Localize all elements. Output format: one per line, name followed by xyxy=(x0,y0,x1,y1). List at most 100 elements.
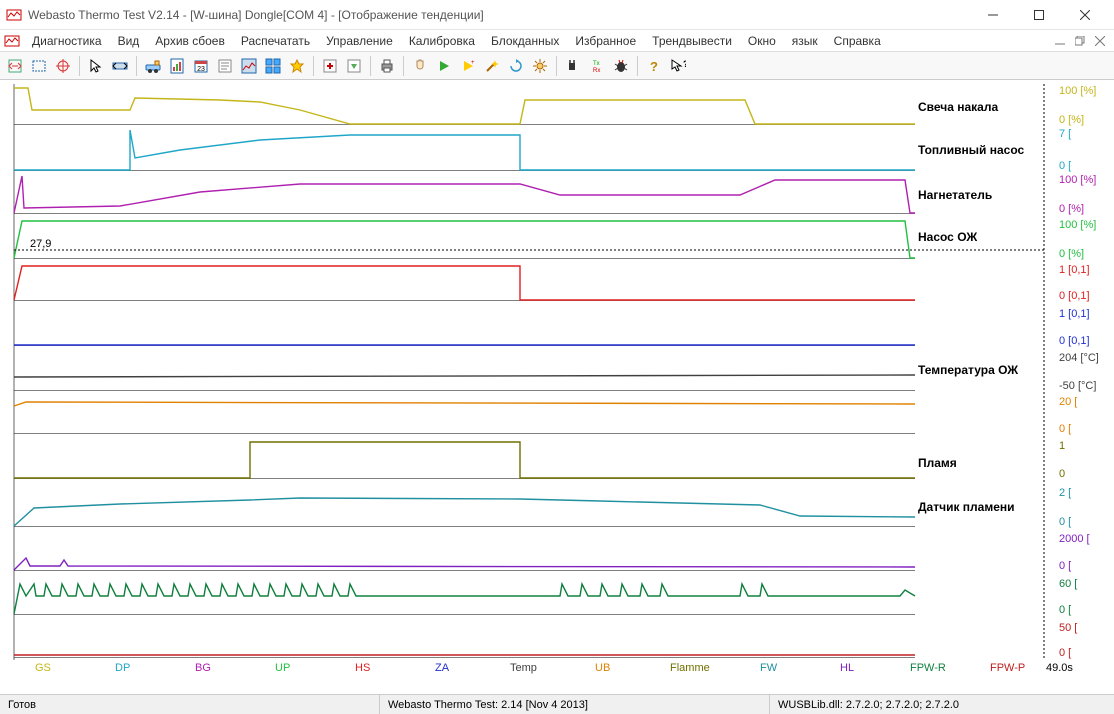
scale-top-dp: 7 [ xyxy=(1059,128,1071,140)
tb-whatsthis-icon[interactable]: ? xyxy=(667,55,689,77)
scale-top-ub: 20 [ xyxy=(1059,396,1077,408)
xlegend-HL: HL xyxy=(840,662,854,674)
status-dll: WUSBLib.dll: 2.7.2.0; 2.7.2.0; 2.7.2.0 xyxy=(770,695,1114,714)
tb-multi-icon[interactable] xyxy=(262,55,284,77)
scale-top-hs: 1 [0,1] xyxy=(1059,264,1090,276)
xlegend-UB: UB xyxy=(595,662,610,674)
menu-окно[interactable]: Окно xyxy=(740,32,784,50)
menu-избранное[interactable]: Избранное xyxy=(567,32,644,50)
tb-report-icon[interactable] xyxy=(166,55,188,77)
tb-auto-icon[interactable]: + xyxy=(457,55,479,77)
title-bar: Webasto Thermo Test V2.14 - [W-шина] Don… xyxy=(0,0,1114,30)
xlegend-FPW-P: FPW-P xyxy=(990,662,1025,674)
tb-add-icon[interactable] xyxy=(319,55,341,77)
scale-top-up: 100 [%] xyxy=(1059,219,1096,231)
xlegend-HS: HS xyxy=(355,662,370,674)
toolbar: 23 + TxRx ? ? xyxy=(0,52,1114,80)
tb-trend-icon[interactable] xyxy=(238,55,260,77)
scale-top-fpwp: 50 [ xyxy=(1059,622,1077,634)
mdi-restore[interactable] xyxy=(1070,33,1090,49)
track-label-temp: Температура ОЖ xyxy=(918,363,1018,377)
svg-text:23: 23 xyxy=(197,66,205,73)
xlegend-FW: FW xyxy=(760,662,777,674)
scale-top-fpwr: 60 [ xyxy=(1059,578,1077,590)
menu-вид[interactable]: Вид xyxy=(110,32,148,50)
scale-bot-flamme: 0 xyxy=(1059,468,1065,480)
tb-play-icon[interactable] xyxy=(433,55,455,77)
tb-fav-icon[interactable] xyxy=(286,55,308,77)
tb-help-icon[interactable]: ? xyxy=(643,55,665,77)
scale-bot-ub: 0 [ xyxy=(1059,423,1071,435)
xlegend-GS: GS xyxy=(35,662,51,674)
scale-bot-temp: -50 [°C] xyxy=(1059,380,1096,392)
menu-управление[interactable]: Управление xyxy=(318,32,401,50)
xlegend-Temp: Temp xyxy=(510,662,537,674)
window-minimize[interactable] xyxy=(970,0,1016,30)
scale-bot-hs: 0 [0,1] xyxy=(1059,290,1090,302)
trend-chart[interactable]: 27,9 Свеча накала100 [%]0 [%]Топливный н… xyxy=(0,80,1114,681)
tb-wand-icon[interactable] xyxy=(481,55,503,77)
tb-text-icon[interactable] xyxy=(214,55,236,77)
svg-text:27,9: 27,9 xyxy=(30,238,51,250)
menu-архив сбоев[interactable]: Архив сбоев xyxy=(147,32,233,50)
scale-top-bg: 100 [%] xyxy=(1059,174,1096,186)
mdi-close[interactable] xyxy=(1090,33,1110,49)
menu-язык[interactable]: язык xyxy=(784,32,826,50)
tb-hand-icon[interactable] xyxy=(409,55,431,77)
svg-text:Rx: Rx xyxy=(593,68,600,74)
window-maximize[interactable] xyxy=(1016,0,1062,30)
window-close[interactable] xyxy=(1062,0,1108,30)
scale-top-za: 1 [0,1] xyxy=(1059,308,1090,320)
xlegend-DP: DP xyxy=(115,662,130,674)
tb-zoom-out-icon[interactable] xyxy=(4,55,26,77)
track-label-flamme: Пламя xyxy=(918,456,957,470)
tb-down-icon[interactable] xyxy=(343,55,365,77)
tb-cursor-icon[interactable] xyxy=(85,55,107,77)
scale-top-hl: 2000 [ xyxy=(1059,533,1090,545)
tb-print-icon[interactable] xyxy=(376,55,398,77)
tb-bug-icon[interactable] xyxy=(610,55,632,77)
scale-top-temp: 204 [°C] xyxy=(1059,352,1099,364)
scale-top-gs: 100 [%] xyxy=(1059,85,1096,97)
svg-text:Tx: Tx xyxy=(593,61,600,67)
tb-gear-icon[interactable] xyxy=(529,55,551,77)
track-label-gs: Свеча накала xyxy=(918,100,998,114)
menu-справка[interactable]: Справка xyxy=(826,32,889,50)
tb-txrx-icon[interactable]: TxRx xyxy=(586,55,608,77)
status-ready: Готов xyxy=(0,695,380,714)
xlegend-Flamme: Flamme xyxy=(670,662,710,674)
doc-icon xyxy=(4,33,20,49)
menu-калибровка[interactable]: Калибровка xyxy=(401,32,483,50)
menu-диагностика[interactable]: Диагностика xyxy=(24,32,110,50)
app-icon xyxy=(6,7,22,23)
status-version: Webasto Thermo Test: 2.14 [Nov 4 2013] xyxy=(380,695,770,714)
menu-блокданных[interactable]: Блокданных xyxy=(483,32,567,50)
scale-bot-fpwr: 0 [ xyxy=(1059,604,1071,616)
tb-target-icon[interactable] xyxy=(52,55,74,77)
tb-calendar-icon[interactable]: 23 xyxy=(190,55,212,77)
scale-bot-fpwp: 0 [ xyxy=(1059,647,1071,659)
scale-bot-dp: 0 [ xyxy=(1059,160,1071,172)
scale-bot-fw: 0 [ xyxy=(1059,516,1071,528)
status-bar: Готов Webasto Thermo Test: 2.14 [Nov 4 2… xyxy=(0,694,1114,714)
svg-text:?: ? xyxy=(683,59,686,69)
mdi-minimize[interactable] xyxy=(1050,33,1070,49)
scale-top-fw: 2 [ xyxy=(1059,487,1071,499)
tb-refresh-icon[interactable] xyxy=(505,55,527,77)
window-title: Webasto Thermo Test V2.14 - [W-шина] Don… xyxy=(28,8,970,22)
xlegend-UP: UP xyxy=(275,662,290,674)
track-label-dp: Топливный насос xyxy=(918,143,1024,157)
tb-scroll-icon[interactable] xyxy=(109,55,131,77)
tb-zoom-region-icon[interactable] xyxy=(28,55,50,77)
tb-car-icon[interactable] xyxy=(142,55,164,77)
xlegend-BG: BG xyxy=(195,662,211,674)
tb-plug-icon[interactable] xyxy=(562,55,584,77)
menu-трендвывести[interactable]: Трендвывести xyxy=(644,32,740,50)
svg-text:+: + xyxy=(471,60,475,66)
scale-bot-hl: 0 [ xyxy=(1059,560,1071,572)
scale-top-flamme: 1 xyxy=(1059,440,1065,452)
menu-распечатать[interactable]: Распечатать xyxy=(233,32,318,50)
menu-bar: ДиагностикаВидАрхив сбоевРаспечататьУпра… xyxy=(0,30,1114,52)
svg-text:?: ? xyxy=(650,59,658,74)
x-time: 49.0s xyxy=(1046,662,1073,674)
